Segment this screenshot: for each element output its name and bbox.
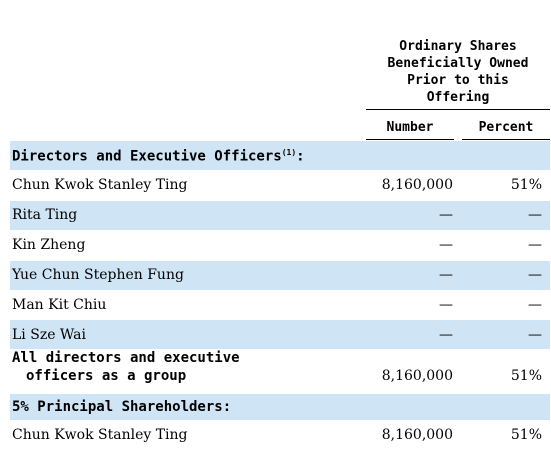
percent-column-rule	[462, 139, 550, 140]
shareholder-name: Man Kit Chiu	[12, 297, 107, 313]
shares-percent: —	[528, 327, 542, 343]
shares-number: —	[439, 207, 453, 223]
shares-percent: —	[528, 237, 542, 253]
table-row: Chun Kwok Stanley Ting 8,160,000 51%	[10, 422, 550, 451]
header-line-2: Beneficially Owned	[387, 56, 529, 71]
shares-number: —	[439, 297, 453, 313]
shares-number: 8,160,000	[381, 368, 453, 384]
shares-percent: —	[528, 267, 542, 283]
shares-number: —	[439, 267, 453, 283]
shareholder-name: Rita Ting	[12, 207, 78, 223]
shares-number: 8,160,000	[381, 427, 453, 443]
number-column-rule	[366, 139, 454, 140]
shareholder-name: Kin Zheng	[12, 237, 86, 253]
group-label-line-1: All directors and executive	[12, 350, 240, 366]
shareholder-name: Li Sze Wai	[12, 327, 86, 343]
table-row: Yue Chun Stephen Fung — —	[10, 261, 550, 290]
shareholder-name: Chun Kwok Stanley Ting	[12, 427, 188, 443]
table-row: Li Sze Wai — —	[10, 320, 550, 349]
header-line-1: Ordinary Shares	[399, 39, 517, 54]
table-row: Kin Zheng — —	[10, 231, 550, 260]
header-line-4: Offering	[426, 90, 490, 105]
shares-percent: 51%	[510, 427, 542, 443]
header-rule	[366, 109, 550, 110]
section-title-directors: Directors and Executive Officers(1):	[12, 148, 305, 165]
shares-percent: 51%	[510, 368, 542, 384]
shareholder-name: Chun Kwok Stanley Ting	[12, 177, 188, 193]
group-total-row: All directors and executive officers as …	[10, 350, 550, 392]
footnote-marker: (1)	[281, 148, 297, 157]
shares-number: —	[439, 237, 453, 253]
shareholder-name: Yue Chun Stephen Fung	[12, 267, 184, 283]
column-group-header: Ordinary Shares Beneficially Owned Prior…	[366, 38, 550, 106]
shares-number: —	[439, 327, 453, 343]
group-label-line-2: officers as a group	[26, 368, 187, 384]
header-line-3: Prior to this	[407, 73, 509, 88]
shares-percent: —	[528, 207, 542, 223]
shares-percent: 51%	[510, 177, 542, 193]
section-principal: 5% Principal Shareholders:	[10, 394, 550, 420]
section-directors: Directors and Executive Officers(1):	[10, 141, 550, 170]
column-header-number: Number	[386, 120, 434, 135]
shares-percent: —	[528, 297, 542, 313]
table-row: Chun Kwok Stanley Ting 8,160,000 51%	[10, 172, 550, 201]
section-title-principal: 5% Principal Shareholders:	[12, 399, 232, 415]
table-row: Rita Ting — —	[10, 201, 550, 230]
column-header-percent: Percent	[478, 120, 534, 135]
shares-number: 8,160,000	[381, 177, 453, 193]
table-row: Man Kit Chiu — —	[10, 291, 550, 320]
